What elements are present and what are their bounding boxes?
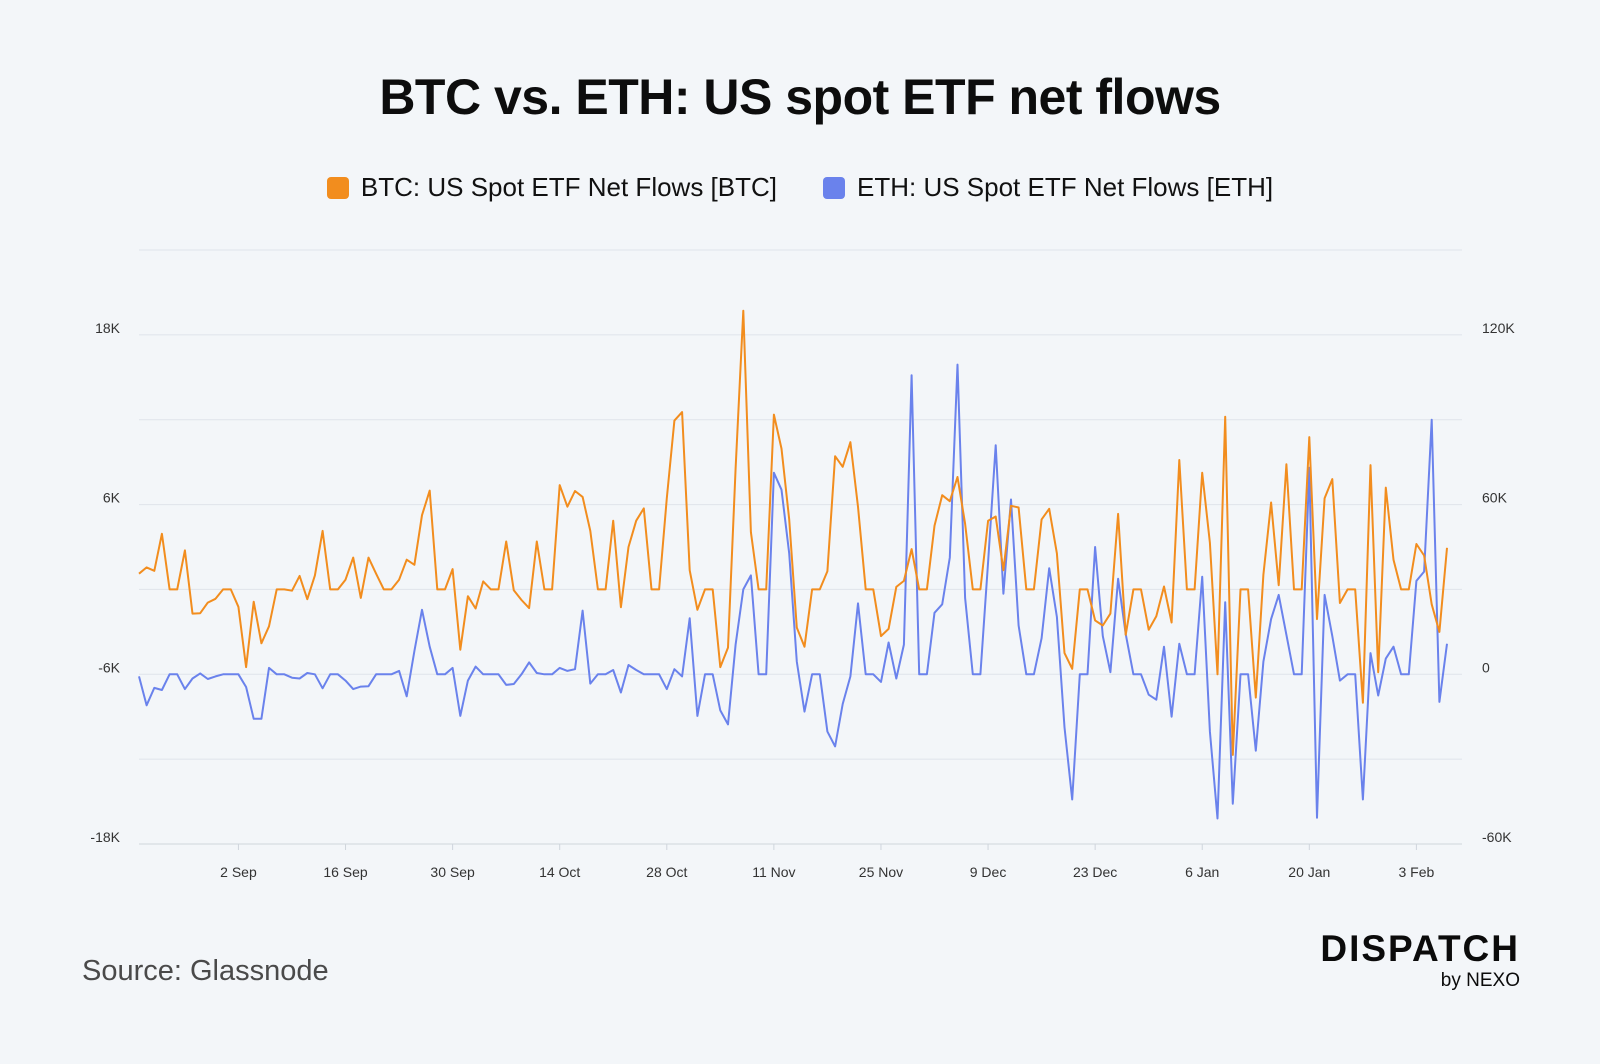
x-tick-label: 25 Nov	[859, 864, 903, 880]
dispatch-logo: DISPATCH by NEXO	[1255, 930, 1520, 992]
legend-label-eth: ETH: US Spot ETF Net Flows [ETH]	[857, 172, 1274, 202]
legend: BTC: US Spot ETF Net Flows [BTC] ETH: US…	[0, 172, 1600, 203]
y-left-tick-label: 6K	[103, 490, 121, 506]
y-right-tick-label: -60K	[1482, 829, 1512, 845]
logo-subtitle: by NEXO	[1440, 970, 1520, 991]
x-tick-label: 16 Sep	[323, 864, 368, 880]
x-tick-label: 2 Sep	[220, 864, 257, 880]
x-tick-label: 14 Oct	[539, 864, 580, 880]
btc-flow-line	[138, 309, 1448, 756]
eth-flow-line	[138, 363, 1448, 820]
chart-title: BTC vs. ETH: US spot ETF net flows	[379, 69, 1221, 125]
y-left-tick-label: -6K	[98, 659, 120, 675]
y-left-tick-label: 18K	[95, 320, 121, 336]
y-left-tick-label: -18K	[90, 829, 120, 845]
x-tick-label: 20 Jan	[1288, 864, 1330, 880]
x-tick-label: 28 Oct	[646, 864, 687, 880]
y-right-tick-label: 60K	[1482, 490, 1508, 506]
y-right-tick-label: 0	[1482, 659, 1490, 675]
legend-swatch-btc	[326, 176, 349, 199]
legend-swatch-eth	[823, 176, 845, 199]
source-note: Source: Glassnode	[82, 955, 329, 987]
legend-item-eth[interactable]: ETH: US Spot ETF Net Flows [ETH]	[823, 172, 1273, 203]
x-tick-label: 9 Dec	[970, 864, 1007, 880]
legend-label-btc: BTC: US Spot ETF Net Flows [BTC]	[360, 172, 777, 202]
y-right-tick-label: 120K	[1482, 320, 1515, 336]
logo-wordmark: DISPATCH	[1320, 928, 1520, 969]
x-tick-label: 6 Jan	[1185, 864, 1219, 880]
x-tick-label: 23 Dec	[1073, 864, 1117, 880]
x-tick-label: 11 Nov	[752, 864, 795, 880]
x-tick-label: 3 Feb	[1398, 864, 1434, 880]
legend-item-btc[interactable]: BTC: US Spot ETF Net Flows [BTC]	[326, 172, 777, 203]
x-tick-label: 30 Sep	[430, 864, 475, 880]
